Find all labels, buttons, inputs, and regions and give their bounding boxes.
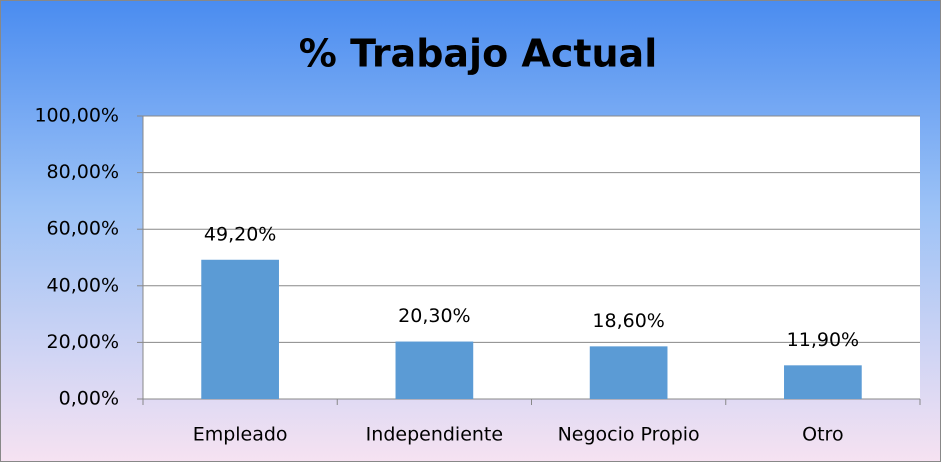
x-tick-label: Otro (802, 424, 843, 446)
data-label: 18,60% (592, 310, 664, 332)
y-tick-label: 80,00% (47, 161, 119, 183)
data-label: 20,30% (398, 305, 470, 327)
y-tick-label: 40,00% (47, 274, 119, 296)
bar (784, 365, 862, 399)
x-tick-label: Negocio Propio (558, 424, 700, 446)
data-label: 49,20% (204, 223, 276, 245)
chart-title: % Trabajo Actual (299, 32, 657, 76)
bar (201, 259, 279, 399)
x-tick-label: Empleado (193, 424, 288, 446)
y-tick-label: 20,00% (47, 331, 119, 353)
bar (589, 346, 668, 399)
y-tick-label: 60,00% (47, 218, 119, 240)
data-label: 11,90% (787, 329, 859, 351)
y-tick-label: 100,00% (34, 105, 119, 127)
x-tick-label: Independiente (366, 424, 503, 446)
y-tick-label: 0,00% (59, 388, 119, 410)
bar (395, 341, 474, 399)
